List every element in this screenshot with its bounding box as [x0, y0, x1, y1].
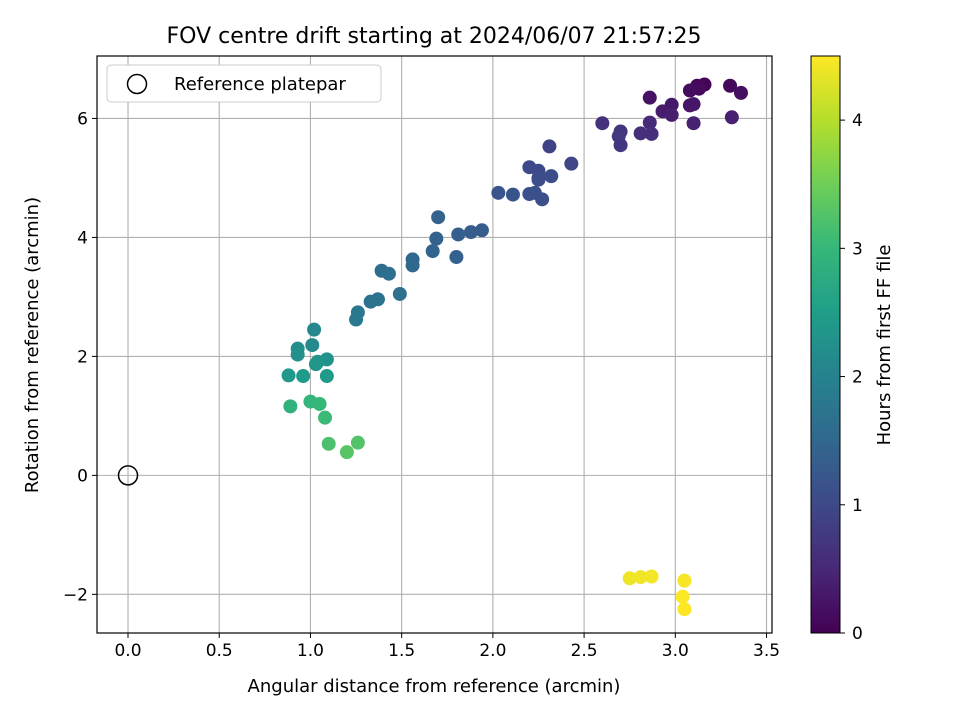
legend-box: [106, 64, 382, 103]
data-point: [381, 266, 396, 281]
x-tick-label: 2.5: [571, 641, 598, 661]
data-point: [349, 312, 364, 327]
data-point: [321, 436, 336, 451]
colorbar: 0 1 2 3 4 Hours from first FF file: [810, 55, 895, 644]
x-tick-label: 1.0: [297, 641, 324, 661]
data-point: [319, 369, 334, 384]
data-point: [350, 435, 365, 450]
y-tick-label: 0: [77, 466, 88, 486]
data-point: [431, 210, 446, 225]
colorbar-ticks: 0 1 2 3 4: [840, 111, 863, 644]
x-axis-label: Angular distance from reference (arcmin): [248, 676, 621, 697]
data-point: [544, 169, 559, 184]
y-tick-label: 4: [77, 228, 88, 248]
chart-title: FOV centre drift starting at 2024/06/07 …: [167, 24, 702, 49]
data-point: [642, 90, 657, 105]
colorbar-gradient: [810, 55, 841, 634]
data-point: [305, 338, 320, 353]
colorbar-tick-label: 0: [852, 624, 863, 644]
y-tick-label: −2: [63, 585, 88, 605]
reference-platepar-marker: [117, 465, 139, 486]
y-axis-label: Rotation from reference (arcmin): [22, 197, 43, 493]
legend-label-reference: Reference platepar: [174, 74, 346, 95]
colorbar-label: Hours from first FF file: [874, 245, 895, 446]
legend-marker-reference: [126, 73, 148, 95]
data-point: [449, 250, 464, 265]
y-tick-label: 2: [77, 347, 88, 367]
x-tick-label: 3.0: [662, 641, 689, 661]
colorbar-tick-label: 1: [852, 496, 863, 516]
colorbar-tick-label: 3: [852, 239, 863, 259]
data-point: [339, 445, 354, 460]
x-axis-ticks: 0.0 0.5 1.0 1.5 2.0 2.5 3.0 3.5: [114, 633, 780, 661]
grid: [97, 56, 772, 633]
data-point: [644, 126, 659, 141]
data-point: [535, 192, 550, 207]
x-tick-label: 0.5: [206, 641, 233, 661]
data-point: [686, 116, 701, 131]
data-point: [281, 368, 296, 383]
data-point: [491, 185, 506, 200]
data-point: [429, 231, 444, 246]
data-point: [723, 78, 738, 93]
data-point: [682, 83, 697, 98]
data-point: [733, 85, 748, 100]
data-point: [644, 569, 659, 584]
y-tick-label: 6: [77, 109, 88, 129]
data-point: [392, 286, 407, 301]
data-point: [677, 602, 692, 617]
data-point: [613, 138, 628, 153]
data-point: [642, 115, 657, 130]
data-point: [474, 223, 489, 238]
data-point: [318, 410, 333, 425]
data-point: [307, 322, 322, 337]
plot-frame: [96, 55, 773, 634]
x-tick-label: 2.0: [479, 641, 506, 661]
data-point: [463, 225, 478, 240]
data-point: [312, 396, 327, 411]
data-point: [664, 107, 679, 122]
data-point: [531, 172, 546, 187]
data-point: [724, 110, 739, 125]
data-point: [425, 244, 440, 259]
y-axis-ticks: −2 0 2 4 6: [63, 109, 97, 605]
data-point: [595, 116, 610, 131]
x-tick-label: 3.5: [753, 641, 780, 661]
data-point: [296, 369, 311, 384]
x-tick-label: 0.0: [114, 641, 141, 661]
data-point: [363, 294, 378, 309]
data-point: [290, 347, 305, 362]
data-point: [675, 589, 690, 604]
data-point: [682, 98, 697, 113]
data-point: [405, 258, 420, 273]
data-point: [633, 570, 648, 585]
x-tick-label: 1.5: [388, 641, 415, 661]
data-point: [633, 126, 648, 141]
data-point: [622, 571, 637, 586]
data-point: [308, 357, 323, 372]
data-points: [117, 77, 748, 617]
colorbar-tick-label: 2: [852, 368, 863, 388]
data-point: [505, 187, 520, 202]
data-point: [451, 227, 466, 242]
data-point: [542, 139, 557, 154]
colorbar-tick-label: 4: [852, 111, 863, 131]
legend: Reference platepar: [106, 64, 382, 103]
data-point: [283, 399, 298, 414]
data-point: [564, 156, 579, 171]
data-point: [677, 573, 692, 588]
